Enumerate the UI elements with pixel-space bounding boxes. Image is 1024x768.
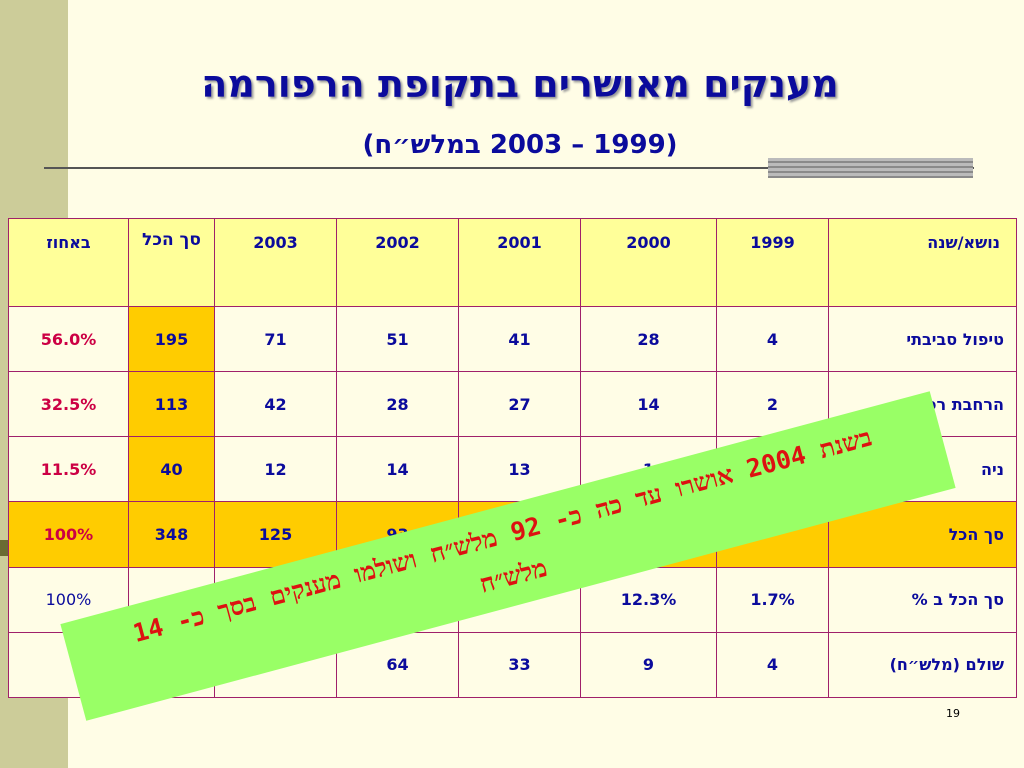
table-cell: 56.0% xyxy=(8,305,129,373)
row-label: שולם (מלש״ח) xyxy=(828,631,1017,699)
table-cell: 42 xyxy=(214,371,337,438)
table-cell: 14 xyxy=(336,436,459,503)
table-cell: 51 xyxy=(336,305,459,373)
table-cell: 195 xyxy=(128,305,215,373)
table-cell: 28 xyxy=(580,305,717,373)
header-cell: סך הכל xyxy=(128,218,215,307)
table-cell: 100% xyxy=(8,501,129,568)
table-cell: 12.3% xyxy=(580,566,717,633)
table-cell: 33 xyxy=(458,631,581,699)
slide-title: מענקים מאושרים בתקופת הרפורמה xyxy=(201,62,839,106)
table-cell: 71 xyxy=(214,305,337,373)
header-cell: נושא/שנה xyxy=(828,218,1017,307)
header-cell: באחוז xyxy=(8,218,129,307)
table-header-row: נושא/שנה 1999 2000 2001 2002 2003 סך הכל… xyxy=(8,218,1017,307)
table-cell: 4 xyxy=(716,305,829,373)
header-cell: 2001 xyxy=(458,218,581,307)
header-cell: 2000 xyxy=(580,218,717,307)
table-cell: 348 xyxy=(128,501,215,568)
table-cell: 125 xyxy=(214,501,337,568)
row-label: סך הכל ב % xyxy=(828,566,1017,633)
table-cell: 13 xyxy=(458,436,581,503)
table-cell: 40 xyxy=(128,436,215,503)
slide-subtitle: (1999 – 2003 במלש״ח) xyxy=(362,130,678,160)
table-cell: 1.7% xyxy=(716,566,829,633)
side-notch xyxy=(0,540,10,556)
slide-number: 19 xyxy=(946,707,960,720)
table-cell: 9 xyxy=(580,631,717,699)
table-cell: 27 xyxy=(458,371,581,438)
title-rule-bar xyxy=(768,158,973,178)
table-cell: 113 xyxy=(128,371,215,438)
table-cell: 41 xyxy=(458,305,581,373)
table-cell: 32.5% xyxy=(8,371,129,438)
header-cell: 1999 xyxy=(716,218,829,307)
table-cell: 12 xyxy=(214,436,337,503)
table-cell: 28 xyxy=(336,371,459,438)
table-cell: 11.5% xyxy=(8,436,129,503)
row-label: טיפול סביבתי xyxy=(828,305,1017,373)
title-rule xyxy=(44,167,974,169)
header-cell: 2003 xyxy=(214,218,337,307)
table-cell: 4 xyxy=(716,631,829,699)
table-row: טיפול סביבתי 4 28 41 51 71 195 56.0% xyxy=(8,305,1017,373)
table-cell: 14 xyxy=(580,371,717,438)
header-cell: 2002 xyxy=(336,218,459,307)
table-row: ניה 1 13 14 12 40 11.5% xyxy=(8,436,1017,503)
